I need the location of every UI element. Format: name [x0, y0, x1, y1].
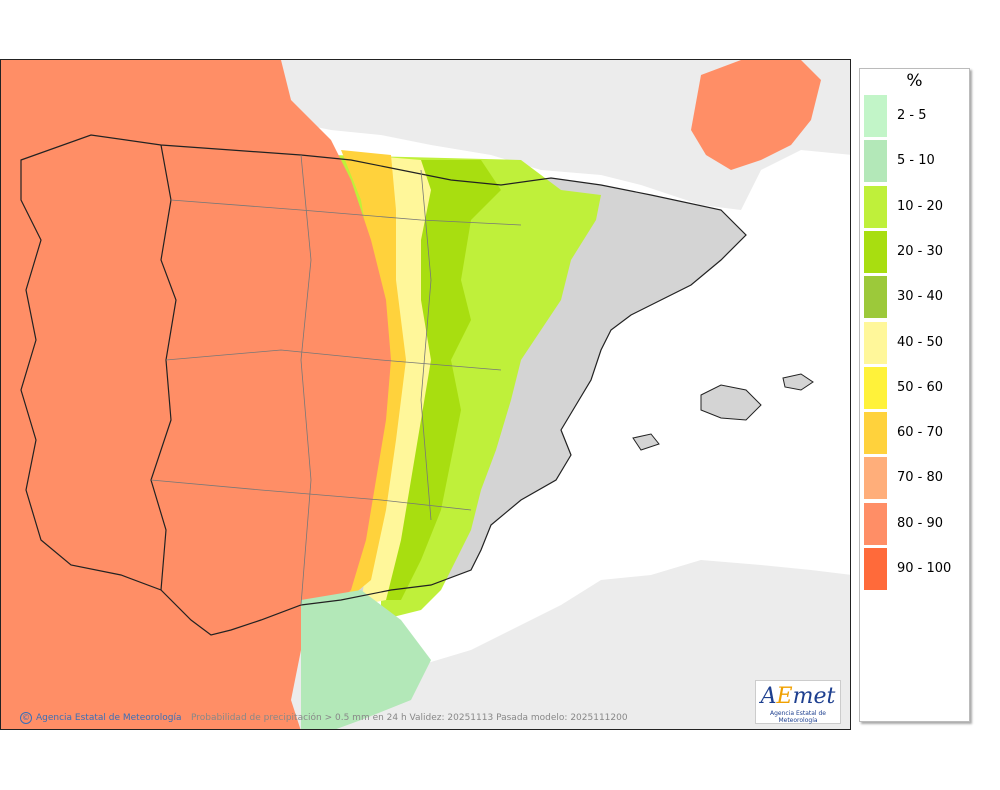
legend-label: 90 - 100 — [897, 561, 952, 576]
legend-swatch — [864, 457, 887, 500]
legend-label: 80 - 90 — [897, 515, 944, 531]
map-caption: Probabilidad de precipitación > 0.5 mm e… — [191, 713, 628, 723]
legend-label: 40 - 50 — [897, 334, 944, 350]
legend-swatch — [864, 276, 887, 319]
legend-panel: % 2 - 5 5 - 10 10 - 20 20 - 30 30 - 40 40 - 5… — [859, 68, 970, 722]
band-5-10-south — [301, 590, 431, 729]
legend-swatch — [864, 140, 887, 183]
copyright-icon: © — [20, 712, 32, 724]
legend-label: 30 - 40 — [897, 289, 944, 305]
ibiza — [632, 433, 660, 451]
legend-swatch — [864, 185, 887, 228]
band-80-90-france — [691, 60, 821, 170]
band-40-50 — [361, 155, 431, 605]
legend-label: 70 - 80 — [897, 470, 944, 486]
legend-swatch — [864, 502, 887, 545]
legend-swatch — [864, 230, 887, 273]
legend-swatch — [864, 321, 887, 364]
legend-label: 10 - 20 — [897, 198, 944, 214]
mallorca — [700, 384, 762, 421]
aemet-logo: AEmet Agencia Estatal de Meteorología — [755, 680, 841, 724]
copyright-notice[interactable]: © Agencia Estatal de Meteorología — [20, 712, 182, 724]
legend-label: 5 - 10 — [897, 153, 935, 169]
menorca — [782, 373, 814, 391]
legend-label: 60 - 70 — [897, 425, 944, 441]
legend-swatch — [864, 366, 887, 409]
aemet-logo-subtitle: Agencia Estatal de Meteorología — [769, 710, 826, 724]
band-80-90-west — [1, 60, 391, 729]
precipitation-probability-map[interactable] — [0, 59, 851, 730]
copyright-text: Agencia Estatal de Meteorología — [36, 713, 182, 723]
legend-label: 20 - 30 — [897, 243, 944, 259]
legend-swatch — [864, 548, 887, 590]
aemet-logo-wordmark: AEmet — [760, 684, 836, 709]
legend-swatch — [864, 412, 887, 455]
map-canvas — [1, 60, 850, 729]
legend-label: 50 - 60 — [897, 379, 944, 395]
legend-swatch — [864, 95, 887, 137]
legend-label: 2 - 5 — [897, 108, 927, 123]
province-borders — [150, 154, 522, 606]
legend-title: % — [906, 71, 923, 91]
iberia-coastline — [20, 134, 747, 636]
